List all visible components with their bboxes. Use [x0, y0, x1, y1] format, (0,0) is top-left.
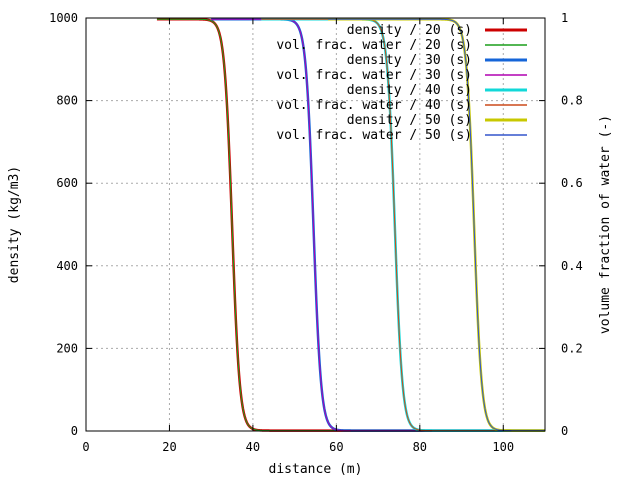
- legend-label: vol. frac. water / 40 (s): [276, 98, 472, 113]
- y2-axis-label: volume fraction of water (-): [598, 115, 613, 334]
- legend-label: vol. frac. water / 30 (s): [276, 68, 472, 83]
- y-axis-label: density (kg/m3): [7, 166, 22, 283]
- legend-label: density / 30 (s): [347, 53, 472, 68]
- x-tick-label: 80: [413, 440, 427, 454]
- y2-tick-label: 0.2: [561, 341, 583, 355]
- legend-label: vol. frac. water / 20 (s): [276, 38, 472, 53]
- y2-tick-label: 0: [561, 424, 568, 438]
- legend-label: density / 20 (s): [347, 23, 472, 38]
- x-tick-label: 20: [162, 440, 176, 454]
- x-tick-label: 100: [492, 440, 514, 454]
- x-axis-label: distance (m): [269, 462, 363, 477]
- y-tick-label: 600: [56, 176, 78, 190]
- y-tick-label: 200: [56, 341, 78, 355]
- y2-tick-label: 0.8: [561, 94, 583, 108]
- legend-label: density / 50 (s): [347, 113, 472, 128]
- x-tick-label: 40: [246, 440, 260, 454]
- tick-layer: 0 20 40 60 80 1000200400600800100000.20.40.60…: [49, 11, 583, 454]
- y2-tick-label: 0.6: [561, 176, 583, 190]
- legend-label: vol. frac. water / 50 (s): [276, 128, 472, 143]
- y2-tick-label: 0.4: [561, 259, 583, 273]
- y-tick-label: 1000: [49, 11, 78, 25]
- legend-label: density / 40 (s): [347, 83, 472, 98]
- legend: density / 20 (s)vol. frac. water / 20 (s…: [276, 23, 527, 143]
- x-tick-label: 60: [329, 440, 343, 454]
- y-tick-label: 400: [56, 259, 78, 273]
- x-tick-label: 0: [82, 440, 89, 454]
- plot-border: [85, 17, 546, 432]
- grid-layer: [86, 18, 545, 431]
- y2-tick-label: 1: [561, 11, 568, 25]
- y-tick-label: 800: [56, 94, 78, 108]
- y-tick-label: 0: [71, 424, 78, 438]
